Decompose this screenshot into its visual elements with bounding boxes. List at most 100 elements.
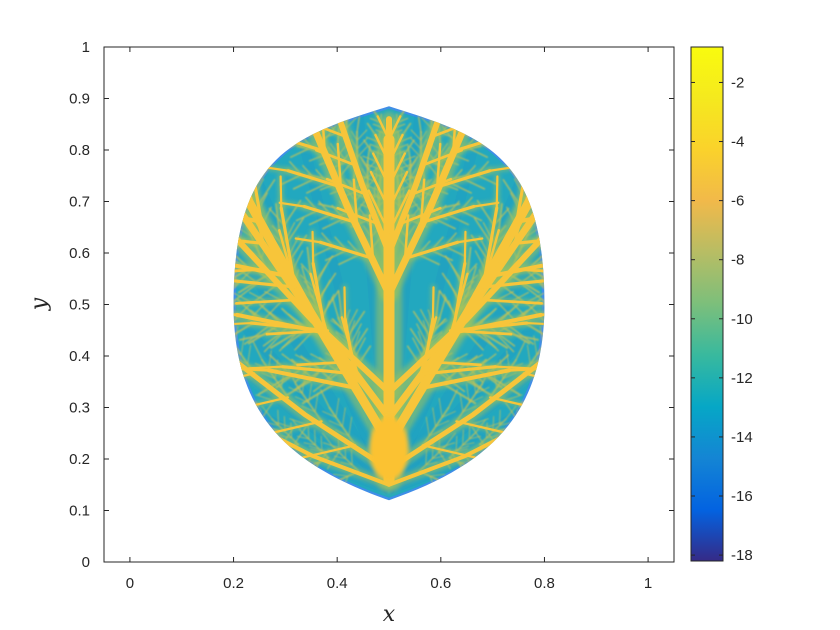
fine-vein xyxy=(330,319,344,330)
vein xyxy=(376,115,391,141)
vein xyxy=(369,170,391,211)
fine-vein xyxy=(356,116,361,133)
fine-vein xyxy=(352,330,361,352)
fine-vein xyxy=(319,388,331,409)
vein xyxy=(419,148,463,168)
vein xyxy=(372,152,391,188)
colorbar-tick-label: -14 xyxy=(731,429,753,446)
colorbar-tick-label: -12 xyxy=(731,370,753,387)
vein xyxy=(510,267,545,274)
fine-vein xyxy=(533,335,538,356)
interveinal-band xyxy=(386,277,545,495)
fine-vein xyxy=(434,319,448,330)
colorbar-tick-label: -6 xyxy=(731,193,744,210)
fine-vein xyxy=(462,442,475,446)
vein xyxy=(385,196,545,422)
vein xyxy=(408,177,453,197)
fine-vein xyxy=(337,290,343,319)
vein xyxy=(336,142,343,189)
vein xyxy=(311,230,315,265)
fine-vein xyxy=(447,388,459,409)
fine-vein xyxy=(335,398,340,418)
vein xyxy=(398,206,442,226)
vein xyxy=(463,230,467,265)
y-ticks: 0 0.1 0.2 0.3 0.4 0.5 0.6 0.7 0.8 0.9 1 xyxy=(69,39,674,571)
vein xyxy=(494,365,531,370)
vein xyxy=(233,235,392,396)
fine-vein xyxy=(468,435,482,440)
y-tick-label: 0.9 xyxy=(69,91,90,108)
fine-vein xyxy=(498,422,512,426)
y-tick-label: 0.5 xyxy=(69,297,90,314)
vein xyxy=(448,329,513,336)
x-tick-label: 0.8 xyxy=(534,575,555,592)
fine-vein xyxy=(261,372,276,380)
fine-vein xyxy=(441,410,456,418)
fine-vein xyxy=(303,442,316,446)
x-axis-label: x xyxy=(383,602,396,627)
vein xyxy=(421,444,481,460)
vein xyxy=(315,148,359,168)
colorbar-tick-label: -18 xyxy=(731,547,753,564)
vein xyxy=(387,189,411,234)
vein xyxy=(522,372,545,388)
fine-vein xyxy=(314,392,319,413)
vein xyxy=(387,170,409,211)
y-tick-label: 0.8 xyxy=(69,142,90,159)
fine-vein xyxy=(475,386,490,394)
vein xyxy=(305,112,393,298)
y-tick-label: 1 xyxy=(82,39,90,56)
vein xyxy=(435,142,442,189)
y-tick-label: 0.3 xyxy=(69,400,90,417)
fine-vein xyxy=(348,416,353,437)
y-tick-label: 0.7 xyxy=(69,194,90,211)
fine-vein xyxy=(320,435,323,452)
fine-vein xyxy=(425,449,428,466)
fine-vein xyxy=(527,344,531,365)
vein xyxy=(336,206,380,226)
vein xyxy=(386,106,446,256)
fine-vein xyxy=(498,409,501,426)
vein xyxy=(450,272,469,332)
fine-vein xyxy=(306,246,312,275)
fine-vein xyxy=(455,435,458,452)
vein xyxy=(418,368,512,391)
fine-vein xyxy=(296,435,310,440)
fine-vein xyxy=(429,473,446,477)
fine-vein xyxy=(261,405,273,420)
fine-vein xyxy=(356,129,368,141)
vein xyxy=(456,237,484,244)
vein xyxy=(385,112,473,298)
vein xyxy=(450,321,529,333)
vein xyxy=(233,346,392,472)
colorbar-tick-label: -16 xyxy=(731,488,753,505)
vein xyxy=(481,229,500,289)
colorbar: -2 -4 -6 -8 -10 -12 -14 -16 -18 xyxy=(690,46,753,564)
interveinal-band xyxy=(233,138,394,493)
fine-vein xyxy=(444,432,456,447)
fine-vein xyxy=(277,409,280,426)
fine-vein xyxy=(288,386,303,394)
vein xyxy=(281,365,360,376)
x-tick-label: 0.6 xyxy=(430,575,451,592)
vein xyxy=(479,298,544,305)
fine-vein xyxy=(435,420,450,428)
x-tick-label: 1 xyxy=(644,575,652,592)
vein xyxy=(386,235,545,396)
vein xyxy=(343,286,347,321)
colorbar-tick-label: -2 xyxy=(731,74,744,91)
vein xyxy=(249,321,328,333)
fine-vein xyxy=(328,420,343,428)
y-tick-label: 0.1 xyxy=(69,503,90,520)
trunk-base-glow xyxy=(369,416,409,481)
interveinal-band xyxy=(233,277,392,495)
x-tick-label: 0.4 xyxy=(327,575,348,592)
colorbar-tick-label: -8 xyxy=(731,252,744,269)
vein xyxy=(367,189,391,234)
vein xyxy=(294,237,322,244)
vein xyxy=(418,365,497,376)
vein xyxy=(387,115,402,141)
colorbar-frame xyxy=(690,46,724,562)
fine-vein xyxy=(275,203,281,232)
vein xyxy=(387,152,406,188)
